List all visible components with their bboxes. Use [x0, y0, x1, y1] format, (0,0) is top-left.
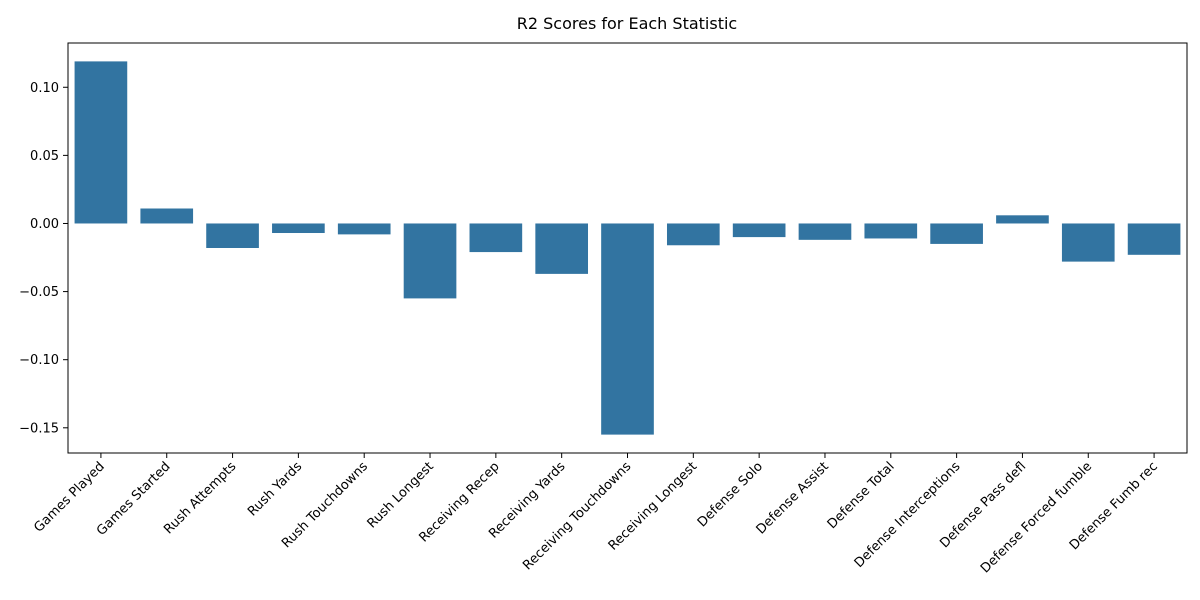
y-tick-label: −0.15 — [19, 421, 59, 436]
y-tick-label: 0.05 — [30, 149, 59, 164]
y-tick-label: −0.10 — [19, 353, 59, 368]
x-tick-label: Defense Interceptions — [852, 459, 964, 571]
x-tick-label: Defense Assist — [754, 459, 832, 537]
y-tick-label: 0.00 — [30, 217, 59, 232]
x-tick-label: Rush Longest — [365, 459, 437, 531]
bar-rush-yards — [272, 223, 325, 234]
bar-rush-attempts — [206, 223, 259, 248]
x-tick-label: Defense Total — [825, 459, 898, 532]
chart-title: R2 Scores for Each Statistic — [517, 14, 737, 33]
bar-defense-solo — [732, 223, 786, 238]
bar-defense-total — [864, 223, 918, 239]
bar-receiving-touchdowns — [601, 223, 654, 435]
bar-games-played — [74, 61, 128, 224]
bar-games-started — [140, 208, 194, 224]
bars-group — [74, 61, 1181, 435]
x-tick-label: Defense Solo — [695, 459, 766, 530]
y-tick-label: 0.10 — [30, 81, 59, 96]
bar-receiving-longest — [666, 223, 720, 246]
bar-rush-touchdowns — [337, 223, 391, 235]
y-axis: −0.15 −0.10 −0.05 0.00 0.05 0.10 — [19, 81, 68, 436]
x-tick-label: Receiving Touchdowns — [520, 459, 634, 573]
x-tick-label: Rush Attempts — [161, 459, 239, 537]
bar-receiving-recep — [469, 223, 523, 253]
bar-defense-forced-fumble — [1061, 223, 1115, 262]
bar-defense-fumb-rec — [1127, 223, 1181, 255]
bar-receiving-yards — [535, 223, 589, 274]
x-tick-label: Games Played — [31, 459, 107, 535]
bar-rush-longest — [403, 223, 457, 299]
x-tick-label: Rush Yards — [245, 459, 305, 519]
y-tick-label: −0.05 — [19, 285, 59, 300]
bar-defense-pass-defl — [996, 215, 1049, 224]
bar-defense-assist — [798, 223, 852, 240]
bar-defense-interceptions — [930, 223, 983, 244]
plot-frame — [67, 42, 1188, 454]
x-tick-label: Defense Forced fumble — [978, 459, 1095, 576]
